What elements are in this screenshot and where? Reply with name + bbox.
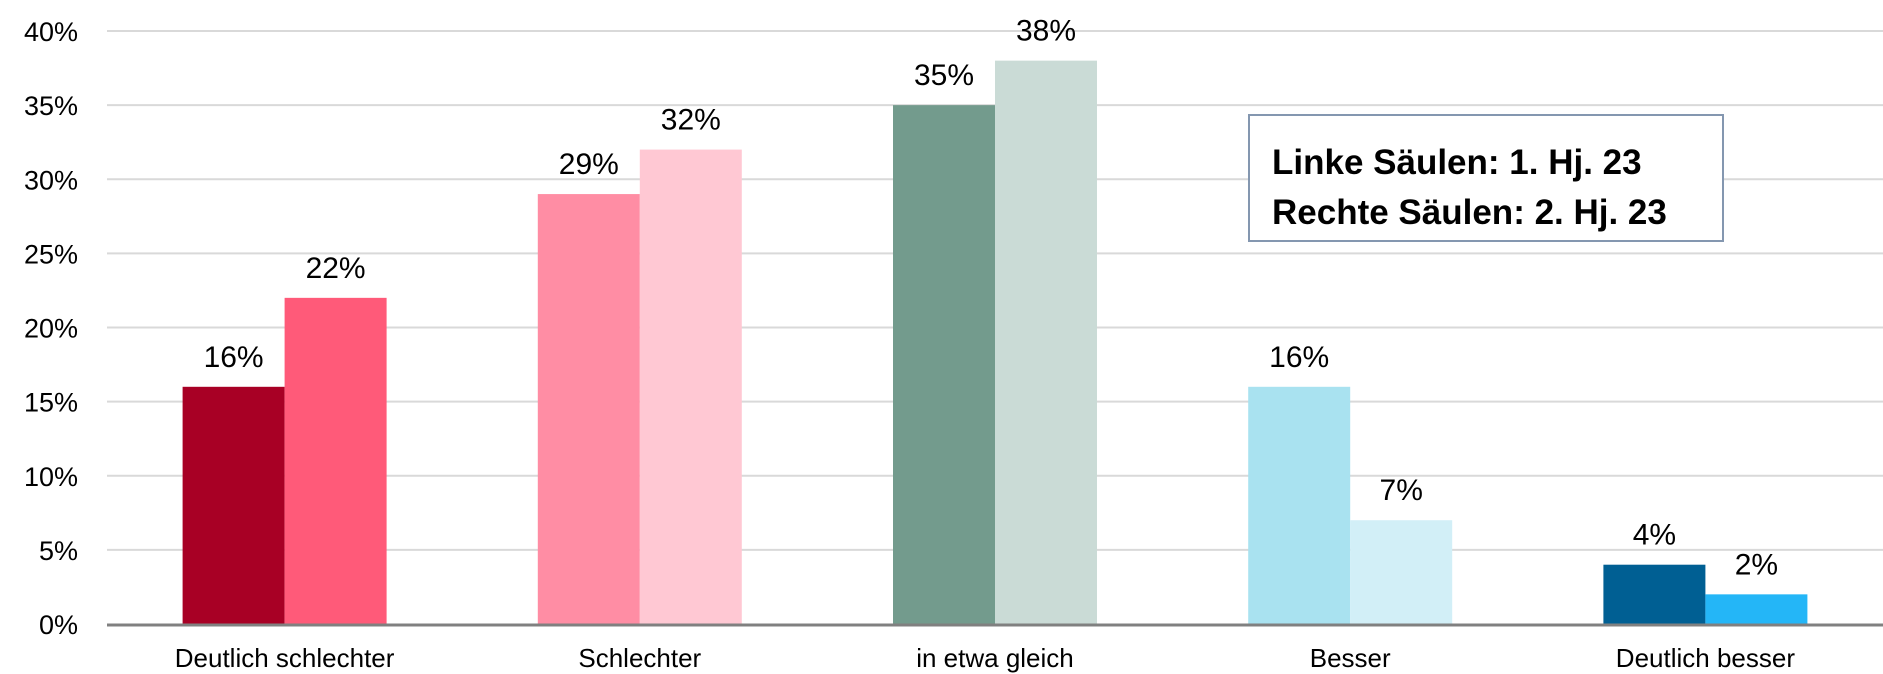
y-tick-label: 0% — [39, 610, 78, 640]
data-label: 16% — [1269, 341, 1329, 374]
bar — [1350, 520, 1453, 624]
y-tick-label: 15% — [24, 388, 78, 418]
x-category-label: in etwa gleich — [916, 643, 1074, 673]
y-tick-label: 35% — [24, 91, 78, 121]
data-label: 22% — [306, 252, 366, 285]
bar — [1248, 386, 1351, 624]
y-tick-label: 5% — [39, 536, 78, 566]
bar — [537, 194, 640, 624]
annotation-line-2: Rechte Säulen: 2. Hj. 23 — [1272, 193, 1667, 232]
annotation-box: Linke Säulen: 1. Hj. 23 Rechte Säulen: 2… — [1248, 114, 1724, 242]
bar — [1603, 564, 1706, 624]
bar — [639, 149, 742, 624]
x-category-label: Deutlich besser — [1616, 643, 1796, 673]
data-label: 32% — [661, 104, 721, 137]
bar — [995, 60, 1097, 624]
y-tick-label: 20% — [24, 314, 78, 344]
y-tick-label: 10% — [24, 462, 78, 492]
y-tick-label: 25% — [24, 239, 78, 269]
bar — [893, 105, 995, 624]
y-tick-label: 30% — [24, 165, 78, 195]
data-label: 29% — [559, 148, 619, 181]
x-category-label: Besser — [1310, 643, 1391, 673]
bar — [182, 386, 285, 624]
data-label: 16% — [204, 341, 264, 374]
data-label: 38% — [1016, 15, 1076, 48]
data-label: 4% — [1633, 519, 1676, 552]
bar — [1705, 594, 1808, 624]
data-label: 7% — [1380, 474, 1423, 507]
data-label: 35% — [914, 59, 974, 92]
y-tick-label: 40% — [24, 17, 78, 47]
annotation-line-1: Linke Säulen: 1. Hj. 23 — [1272, 143, 1642, 182]
data-label: 2% — [1735, 548, 1778, 581]
bar — [284, 297, 387, 624]
x-category-label: Deutlich schlechter — [175, 643, 395, 673]
x-category-label: Schlechter — [578, 643, 701, 673]
